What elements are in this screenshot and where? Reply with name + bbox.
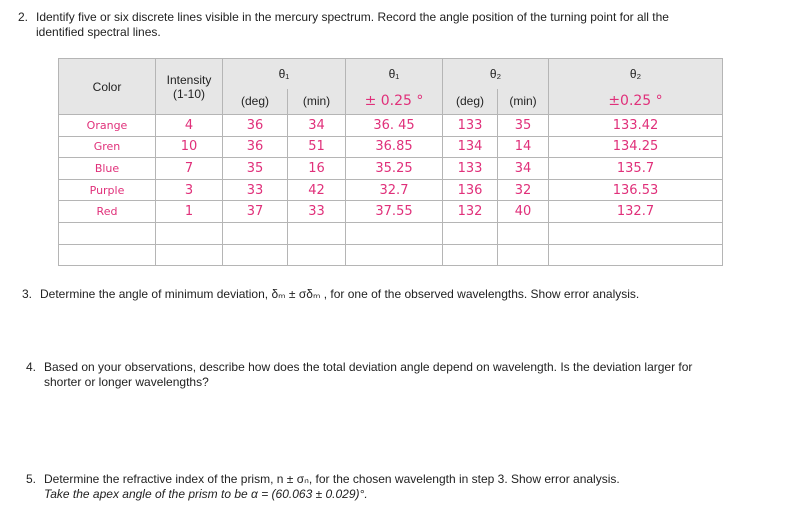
empty-cell [548,221,723,245]
data-table: Color Intensity (1-10) θ₁ θ₁ θ₂ θ₂ (deg) … [58,58,723,267]
header-theta2: θ₂ [442,58,549,89]
empty-row [58,243,723,267]
value-cell: 33 [287,200,346,223]
color-cell: Red [58,200,156,223]
empty-cell [497,243,549,267]
empty-cell [155,243,223,267]
value-cell: 51 [287,135,346,159]
value-cell: 132 [442,200,498,223]
value-cell: 36.85 [345,135,443,159]
value-cell: 136.53 [548,178,723,202]
empty-cell [345,221,443,245]
header-min: (min) [497,88,549,115]
value-cell: 135.7 [548,157,723,180]
empty-cell [222,243,288,267]
value-cell: 32.7 [345,178,443,202]
value-cell: 136 [442,178,498,202]
header-theta1-err: θ₁ [345,58,443,89]
value-cell: 36. 45 [345,114,443,137]
q-text: Determine the angle of minimum deviation… [40,287,640,301]
color-cell: Gren [58,135,156,159]
empty-cell [548,243,723,267]
value-cell: 133 [442,157,498,180]
header-theta1: θ₁ [222,58,346,89]
q-number: 3. [22,287,33,301]
table-row: Purple 3 33 42 32.7 136 32 136.53 [58,178,723,202]
empty-cell [497,221,549,245]
color-cell: Blue [58,157,156,180]
value-cell: 132.7 [548,200,723,223]
value-cell: 34 [287,114,346,137]
q-number: 5. [26,472,37,486]
header-intensity: Intensity (1-10) [155,58,223,115]
value-cell: 1 [155,200,223,223]
value-cell: 35 [222,157,288,180]
q-text: Based on your observations, describe how… [44,360,693,389]
value-cell: 36 [222,135,288,159]
value-cell: 7 [155,157,223,180]
header-err: ±0.25 ° [548,88,723,115]
header-deg: (deg) [222,88,288,115]
value-cell: 10 [155,135,223,159]
empty-cell [58,221,156,245]
value-cell: 14 [497,135,549,159]
color-cell: Orange [58,114,156,137]
value-cell: 36 [222,114,288,137]
empty-cell [287,243,346,267]
value-cell: 134.25 [548,135,723,159]
header-theta2-err: θ₂ [548,58,723,89]
value-cell: 134 [442,135,498,159]
color-cell: Purple [58,178,156,202]
header-min: (min) [287,88,346,115]
empty-cell [345,243,443,267]
table-body: Orange 4 36 34 36. 45 133 35 133.42 Gren 10 36 51 36… [58,114,723,267]
value-cell: 37 [222,200,288,223]
value-cell: 3 [155,178,223,202]
header-text: (1-10) [172,86,205,101]
empty-cell [155,221,223,245]
value-cell: 133 [442,114,498,137]
value-cell: 33 [222,178,288,202]
empty-cell [222,221,288,245]
value-cell: 34 [497,157,549,180]
value-cell: 4 [155,114,223,137]
q-text: Determine the refractive index of the pr… [44,472,620,486]
q-number: 4. [26,360,37,374]
value-cell: 32 [497,178,549,202]
header-deg: (deg) [442,88,498,115]
table-row: Blue 7 35 16 35.25 133 34 135.7 [58,157,723,180]
empty-row [58,221,723,245]
header-err: ± 0.25 ° [345,88,443,115]
header-color: Color [58,58,156,115]
value-cell: 40 [497,200,549,223]
table-row: Gren 10 36 51 36.85 134 14 134.25 [58,135,723,159]
q-number: 2. [18,10,29,24]
empty-cell [442,243,498,267]
q-text: Identify five or six discrete lines visi… [36,10,669,39]
empty-cell [442,221,498,245]
header-text: Intensity [166,72,212,87]
value-cell: 37.55 [345,200,443,223]
table-row: Orange 4 36 34 36. 45 133 35 133.42 [58,114,723,137]
value-cell: 35.25 [345,157,443,180]
empty-cell [287,221,346,245]
value-cell: 16 [287,157,346,180]
empty-cell [58,243,156,267]
table-row: Red 1 37 33 37.55 132 40 132.7 [58,200,723,223]
value-cell: 42 [287,178,346,202]
value-cell: 133.42 [548,114,723,137]
q-note: Take the apex angle of the prism to be α… [44,487,368,501]
value-cell: 35 [497,114,549,137]
